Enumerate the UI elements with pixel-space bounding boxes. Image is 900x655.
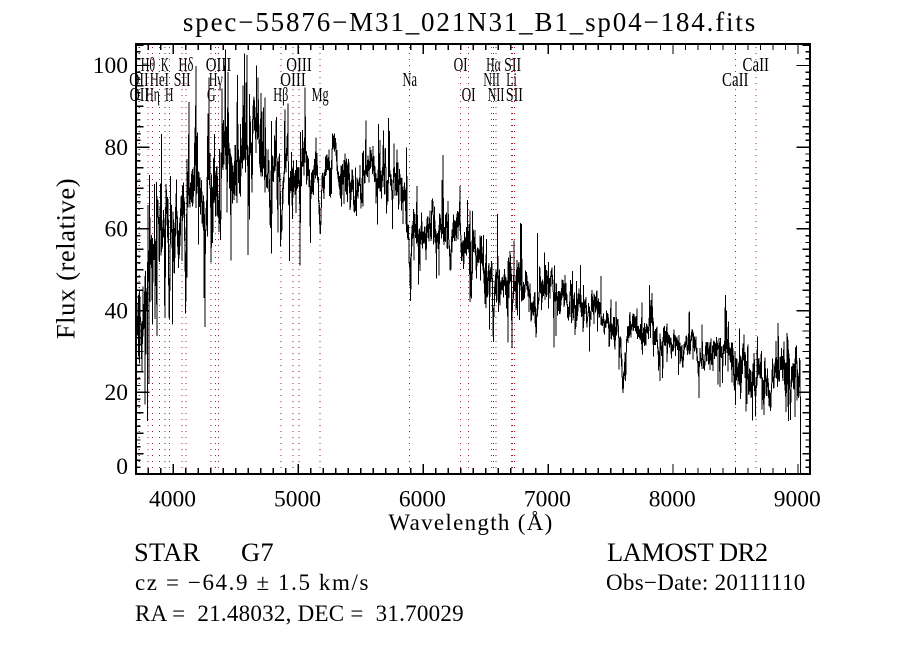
svg-text:6000: 6000 bbox=[399, 487, 446, 513]
svg-text:SII: SII bbox=[506, 84, 523, 106]
svg-text:spec−55876−M31_021N31_B1_sp04−: spec−55876−M31_021N31_B1_sp04−184.fits bbox=[183, 7, 757, 37]
svg-text:OII: OII bbox=[129, 69, 149, 91]
svg-text:4000: 4000 bbox=[149, 487, 196, 513]
svg-text:OI: OI bbox=[462, 84, 476, 106]
svg-text:8000: 8000 bbox=[649, 487, 696, 513]
svg-text:5000: 5000 bbox=[274, 487, 321, 513]
svg-text:K: K bbox=[161, 54, 169, 76]
svg-text:OII: OII bbox=[130, 84, 150, 106]
svg-text:60: 60 bbox=[105, 217, 129, 243]
svg-text:Wavelength (Å): Wavelength (Å) bbox=[388, 510, 553, 535]
svg-text:H: H bbox=[165, 84, 174, 106]
svg-text:OIII: OIII bbox=[286, 54, 312, 76]
svg-text:7000: 7000 bbox=[524, 487, 571, 513]
svg-text:RA = 21.48032, DEC = 31.7002: RA = 21.48032, DEC = 31.70029 bbox=[135, 601, 464, 626]
svg-text:NII: NII bbox=[483, 69, 500, 91]
svg-text:Li: Li bbox=[506, 69, 517, 91]
svg-text:CaII: CaII bbox=[743, 54, 770, 76]
svg-text:STAR: STAR bbox=[134, 537, 201, 567]
svg-text:CaII: CaII bbox=[722, 69, 749, 91]
svg-text:Mg: Mg bbox=[312, 84, 329, 106]
svg-text:Hγ: Hγ bbox=[209, 69, 223, 91]
svg-text:40: 40 bbox=[105, 298, 129, 324]
svg-text:Obs−Date: 20111110: Obs−Date: 20111110 bbox=[606, 570, 806, 595]
svg-text:Hα: Hα bbox=[486, 54, 501, 76]
svg-text:9000: 9000 bbox=[774, 487, 821, 513]
svg-text:Hδ: Hδ bbox=[178, 54, 193, 76]
svg-text:100: 100 bbox=[93, 53, 128, 79]
svg-text:G: G bbox=[207, 84, 216, 106]
svg-text:OI: OI bbox=[454, 54, 468, 76]
svg-text:20: 20 bbox=[105, 380, 129, 406]
svg-text:Hβ: Hβ bbox=[273, 84, 288, 106]
svg-text:0: 0 bbox=[116, 454, 128, 480]
svg-text:LAMOST DR2: LAMOST DR2 bbox=[607, 537, 768, 567]
svg-text:Flux (relative): Flux (relative) bbox=[51, 178, 81, 339]
svg-text:G7: G7 bbox=[241, 537, 274, 567]
svg-text:Na: Na bbox=[403, 69, 418, 91]
svg-text:SII: SII bbox=[504, 54, 521, 76]
svg-text:HeI: HeI bbox=[150, 69, 169, 91]
svg-text:NII: NII bbox=[488, 84, 505, 106]
svg-text:SII: SII bbox=[174, 69, 191, 91]
svg-text:cz = −64.9 ± 1.5 km/s: cz = −64.9 ± 1.5 km/s bbox=[135, 570, 370, 595]
svg-text:80: 80 bbox=[105, 135, 129, 161]
svg-text:OIII: OIII bbox=[280, 69, 306, 91]
svg-text:Hη: Hη bbox=[145, 84, 160, 106]
